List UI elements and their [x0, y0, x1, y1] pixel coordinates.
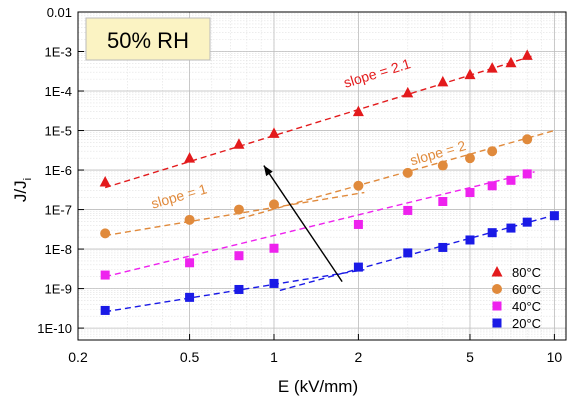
- data-point-60c: [437, 160, 448, 171]
- data-point-60c: [233, 204, 244, 215]
- x-tick-label: 5: [466, 349, 474, 365]
- legend-marker: [491, 266, 503, 277]
- data-point-80c: [268, 127, 280, 138]
- y-tick-label: 1E-3: [45, 45, 72, 60]
- slope-annotation: slope = 2.1: [342, 55, 413, 91]
- data-point-40c: [465, 188, 475, 198]
- fit-line: [238, 129, 555, 220]
- legend-marker: [492, 318, 502, 328]
- data-point-80c: [233, 138, 245, 149]
- data-point-40c: [403, 205, 413, 215]
- data-point-20c: [506, 223, 516, 233]
- data-point-60c: [100, 228, 111, 239]
- data-point-80c: [486, 62, 498, 73]
- fit-lines: [104, 54, 555, 313]
- temperature-arrow: [263, 165, 343, 283]
- axis-ticks: 0.2 0.5 1 2 5 10 1E-10 1E-9 1E-8 1E-7 1E-6 1E-5 1E-4…: [37, 5, 562, 365]
- legend-label: 60°C: [512, 282, 541, 297]
- data-point-40c: [506, 175, 516, 185]
- x-axis-label: E (kV/mm): [278, 377, 358, 396]
- data-point-20c: [487, 228, 497, 238]
- data-point-20c: [403, 248, 413, 258]
- x-tick-label: 0.2: [68, 349, 88, 365]
- data-point-20c: [100, 305, 110, 315]
- data-point-40c: [234, 251, 244, 261]
- y-tick-label: 1E-7: [45, 203, 72, 218]
- y-tick-label: 0.01: [47, 5, 72, 20]
- fit-line: [104, 54, 535, 189]
- data-point-20c: [438, 242, 448, 252]
- legend: 80°C 60°C 40°C 20°C: [491, 265, 541, 331]
- data-point-20c: [465, 235, 475, 245]
- legend-marker: [492, 301, 502, 311]
- data-point-20c: [353, 262, 363, 272]
- arrow-shaft: [263, 165, 343, 283]
- y-axis-label: J/Ji: [11, 178, 34, 202]
- y-tick-label: 1E-8: [45, 242, 72, 257]
- x-tick-label: 10: [547, 349, 563, 365]
- y-tick-label: 1E-5: [45, 124, 72, 139]
- y-tick-label: 1E-9: [45, 282, 72, 297]
- data-point-80c: [352, 105, 364, 117]
- data-point-80c: [437, 75, 449, 87]
- data-point-40c: [353, 219, 363, 229]
- y-tick-label: 1E-6: [45, 163, 72, 178]
- legend-label: 80°C: [512, 265, 541, 280]
- legend-label: 20°C: [512, 316, 541, 331]
- data-point-20c: [549, 211, 559, 221]
- data-point-60c: [353, 180, 364, 191]
- data-point-20c: [269, 278, 279, 288]
- title-box-bg: [85, 17, 211, 61]
- x-tick-label: 2: [355, 349, 363, 365]
- x-tick-label: 0.5: [180, 349, 200, 365]
- arrow-head: [263, 165, 273, 177]
- y-tick-label: 1E-4: [45, 84, 72, 99]
- x-tick-label: 1: [270, 349, 278, 365]
- data-point-60c: [402, 167, 413, 178]
- y-axis-label-main: J/J: [11, 180, 30, 202]
- y-axis-label-group: J/Ji: [11, 178, 34, 202]
- data-point-40c: [438, 197, 448, 207]
- y-tick-label: 1E-10: [37, 321, 72, 336]
- data-markers: [99, 49, 559, 315]
- plot-frame: [77, 11, 567, 341]
- slope-annotation: slope = 1: [149, 180, 209, 211]
- data-point-60c: [268, 199, 279, 210]
- data-point-80c: [521, 49, 533, 60]
- data-point-80c: [99, 175, 111, 187]
- data-point-60c: [522, 134, 533, 145]
- data-point-80c: [505, 56, 517, 68]
- data-point-60c: [487, 146, 498, 157]
- legend-marker: [492, 284, 502, 294]
- data-point-40c: [100, 270, 110, 280]
- fit-line: [105, 171, 535, 278]
- data-point-40c: [522, 169, 532, 179]
- title-box-label: 50% RH: [107, 28, 189, 53]
- data-point-20c: [185, 292, 195, 302]
- data-point-40c: [487, 181, 497, 191]
- data-point-80c: [184, 152, 196, 163]
- slope-annotations: slope = 2.1 slope = 2 slope = 1: [149, 55, 467, 211]
- fit-line: [105, 191, 365, 237]
- data-point-80c: [402, 86, 414, 98]
- data-point-40c: [185, 258, 195, 268]
- slope-annotation: slope = 2: [408, 137, 468, 168]
- fit-line: [279, 214, 555, 292]
- data-point-20c: [522, 217, 532, 227]
- data-point-40c: [269, 243, 279, 253]
- title-box: 50% RH: [85, 17, 211, 61]
- y-axis-label-subscript: i: [22, 178, 34, 180]
- legend-label: 40°C: [512, 299, 541, 314]
- data-point-20c: [234, 284, 244, 294]
- data-point-80c: [464, 68, 476, 80]
- data-point-60c: [464, 153, 475, 164]
- data-point-60c: [184, 214, 195, 225]
